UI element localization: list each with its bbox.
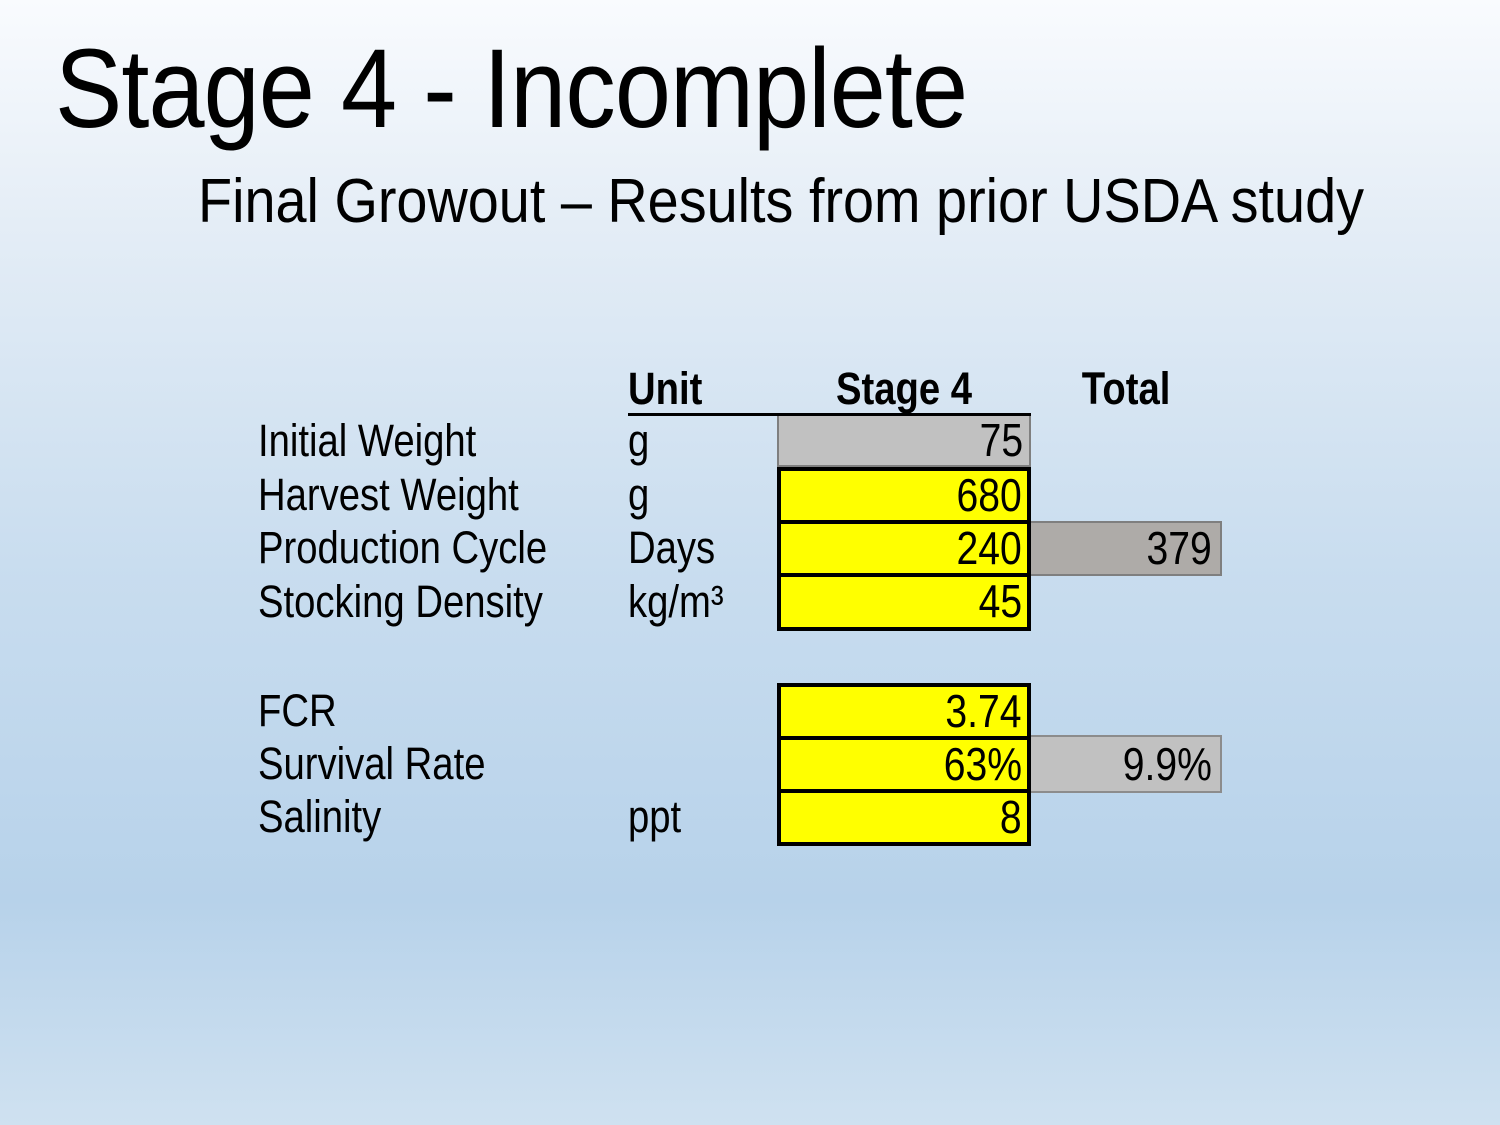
cell-fcr-stage4: 3.74 bbox=[777, 683, 1031, 740]
cell-value-text: 63% bbox=[943, 738, 1022, 790]
col-header-unit-text: Unit bbox=[628, 363, 703, 414]
cell-value-text: 75 bbox=[979, 414, 1023, 466]
row-label-text: FCR bbox=[258, 685, 337, 736]
unit-salinity: ppt bbox=[628, 787, 691, 847]
unit-production-cycle: Days bbox=[628, 518, 731, 578]
cell-stocking-density-stage4: 45 bbox=[777, 573, 1031, 631]
cell-survival-rate-stage4: 63% bbox=[777, 736, 1031, 793]
row-label-text: Salinity bbox=[258, 791, 382, 842]
col-header-stage4: Stage 4 bbox=[777, 364, 1031, 414]
slide-subtitle-text: Final Growout – Results from prior USDA … bbox=[198, 167, 1365, 236]
header-underline bbox=[628, 413, 1031, 416]
cell-production-cycle-stage4: 240 bbox=[777, 520, 1031, 577]
row-label-initial-weight: Initial Weight bbox=[258, 411, 515, 471]
row-label-survival-rate: Survival Rate bbox=[258, 734, 526, 794]
col-header-total-text: Total bbox=[1082, 363, 1171, 414]
cell-survival-rate-total: 9.9% bbox=[1029, 735, 1222, 793]
row-label-salinity: Salinity bbox=[258, 787, 403, 847]
cell-value-text: 3.74 bbox=[945, 685, 1022, 737]
cell-value-text: 8 bbox=[1000, 791, 1022, 843]
slide-subtitle: Final Growout – Results from prior USDA … bbox=[198, 162, 1494, 243]
row-label-text: Harvest Weight bbox=[258, 469, 519, 520]
unit-harvest-weight: g bbox=[628, 465, 653, 525]
unit-initial-weight: g bbox=[628, 411, 653, 471]
unit-text: ppt bbox=[628, 791, 682, 842]
unit-text: g bbox=[628, 415, 650, 466]
cell-value-text: 9.9% bbox=[1122, 738, 1212, 790]
row-label-text: Stocking Density bbox=[258, 576, 543, 627]
col-header-total: Total bbox=[1031, 364, 1222, 414]
row-label-text: Production Cycle bbox=[258, 522, 548, 573]
unit-text: kg/m³ bbox=[628, 576, 724, 627]
cell-initial-weight-stage4: 75 bbox=[777, 416, 1031, 467]
cell-production-cycle-total: 379 bbox=[1029, 521, 1222, 576]
cell-harvest-weight-stage4: 680 bbox=[777, 467, 1031, 524]
slide-title-text: Stage 4 - Incomplete bbox=[55, 26, 968, 151]
row-label-text: Initial Weight bbox=[258, 415, 477, 466]
cell-value-text: 680 bbox=[956, 469, 1022, 521]
cell-value-text: 45 bbox=[978, 575, 1022, 627]
unit-text: g bbox=[628, 469, 650, 520]
col-header-stage4-text: Stage 4 bbox=[835, 363, 973, 414]
slide-title: Stage 4 - Incomplete bbox=[55, 16, 1068, 162]
row-label-stocking-density: Stocking Density bbox=[258, 572, 593, 632]
col-header-unit: Unit bbox=[628, 364, 838, 414]
row-label-fcr: FCR bbox=[258, 681, 350, 741]
cell-value-text: 379 bbox=[1146, 522, 1212, 574]
row-label-production-cycle: Production Cycle bbox=[258, 518, 598, 578]
cell-salinity-stage4: 8 bbox=[777, 789, 1031, 846]
unit-stocking-density: kg/m³ bbox=[628, 572, 741, 632]
row-label-harvest-weight: Harvest Weight bbox=[258, 465, 565, 525]
row-label-text: Survival Rate bbox=[258, 738, 486, 789]
cell-value-text: 240 bbox=[956, 522, 1022, 574]
unit-text: Days bbox=[628, 522, 716, 573]
